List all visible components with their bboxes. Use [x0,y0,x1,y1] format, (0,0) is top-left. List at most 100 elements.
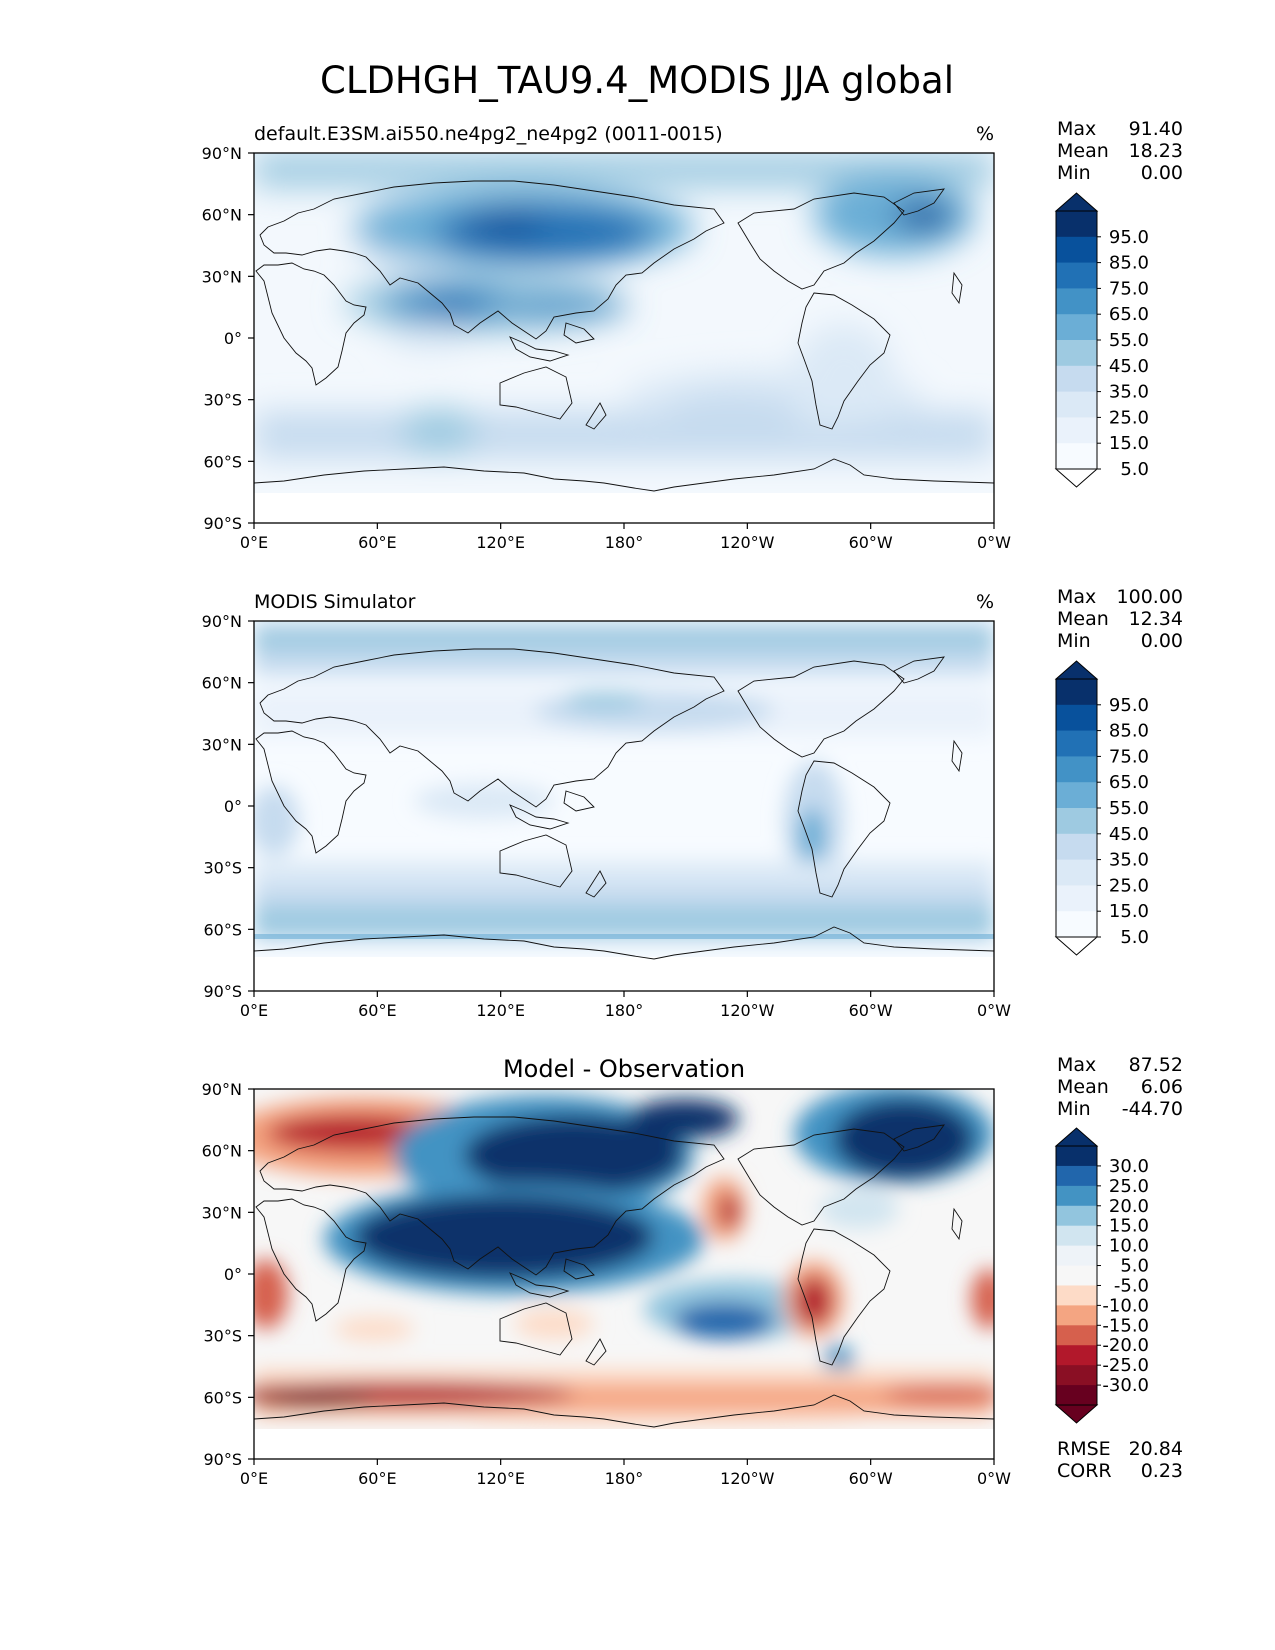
colorbar-swatch [1056,885,1097,912]
colorbar-tick-label: -30.0 [1102,1375,1149,1396]
lat-tick-label: 0° [224,329,242,348]
lat-tick-label: 30°S [203,391,242,410]
colorbar-extend-max [1054,192,1099,212]
axis-ticks: 0°E 60°E 120°E 180° 120°W 60°W 0°W 90°N 60°N 30°N… [202,612,1012,1020]
colorbar-swatch [1056,236,1097,264]
stat-value-min: 0.00 [1141,630,1183,652]
stat-value-mean: 6.06 [1141,1076,1183,1098]
stat-label-corr: CORR [1057,1460,1112,1482]
lat-tick-label: 90°S [203,514,242,533]
colorbar-difference: 30.025.020.015.010.05.0-5.0-10.0-15.0-20… [1054,1127,1149,1424]
colorbar-swatch [1056,262,1097,289]
colorbar-tick-label: 30.0 [1109,1156,1149,1177]
observation-map [254,621,994,991]
lat-tick-label: 30°N [202,735,242,754]
lat-tick-label: 60°S [203,452,242,471]
colorbar-tick-label: 85.0 [1109,721,1149,742]
lat-tick-label: 30°N [202,1203,242,1222]
stat-label-mean: Mean [1057,1076,1109,1098]
colorbar-tick-label: -15.0 [1102,1315,1149,1336]
colorbar-swatch [1056,288,1097,315]
colorbar-swatch [1056,1345,1097,1366]
figure-title: CLDHGH_TAU9.4_MODIS JJA global [320,59,954,102]
stats-observation: Max 100.00 Mean 12.34 Min 0.00 [1057,586,1183,652]
colorbar-swatch [1056,730,1097,757]
colorbar-tick-label: 10.0 [1109,1236,1149,1257]
colorbar-extend-min [1054,936,1099,956]
colorbar-swatch [1056,1225,1097,1247]
lon-tick-label: 60°E [358,1001,396,1020]
colorbar-tick-label: 15.0 [1109,901,1149,922]
axis-ticks: 0°E 60°E 120°E 180° 120°W 60°W 0°W 90°N 60°N 30°N… [202,1080,1012,1488]
lat-tick-label: 0° [224,797,242,816]
lat-tick-label: 60°N [202,206,242,225]
lon-tick-label: 120°E [476,1001,525,1020]
lon-tick-label: 60°E [358,1469,396,1488]
lat-tick-label: 90°S [203,982,242,1001]
panel-left-title: MODIS Simulator [254,591,416,613]
stats-model: Max 91.40 Mean 18.23 Min 0.00 [1057,118,1183,184]
colorbar-tick-label: 35.0 [1109,850,1149,871]
colorbar-swatch [1056,1305,1097,1326]
stat-label-min: Min [1057,162,1091,184]
colorbar-tick-label: 35.0 [1109,382,1149,403]
colorbar-extend-max [1054,1127,1099,1147]
stat-label-min: Min [1057,1098,1091,1120]
stat-value-min: 0.00 [1141,162,1183,184]
panel-units: % [976,591,994,613]
stat-value-corr: 0.23 [1141,1460,1183,1482]
colorbar-tick-label: 85.0 [1109,253,1149,274]
colorbar-swatch [1056,911,1097,938]
colorbar-swatch [1056,1325,1097,1346]
lon-tick-label: 60°W [849,1001,893,1020]
lat-tick-label: 30°N [202,267,242,286]
colorbar-tick-label: 55.0 [1109,330,1149,351]
lon-tick-label: 0°W [977,533,1011,552]
colorbar-tick-label: 45.0 [1109,824,1149,845]
panel-difference: Model - Observation 0°E 60°E 120°E 180° 120°… [202,1055,1012,1488]
colorbar-tick-label: 20.0 [1109,1196,1149,1217]
lat-tick-label: 30°S [203,859,242,878]
lon-tick-label: 0°E [240,1469,268,1488]
colorbar-tick-label: 95.0 [1109,227,1149,248]
stat-value-max: 100.00 [1117,586,1183,608]
colorbar-extend-min [1054,468,1099,488]
lat-tick-label: 60°S [203,920,242,939]
colorbar-swatch [1056,211,1097,238]
lon-tick-label: 180° [605,1001,644,1020]
panel-center-title: Model - Observation [503,1055,745,1083]
colorbar-extend-min [1054,1404,1099,1424]
panel-model: default.E3SM.ai550.ne4pg2_ne4pg2 (0011-0… [202,123,1012,552]
stat-label-mean: Mean [1057,608,1109,630]
colorbar-model: 95.0 85.0 75.0 65.0 55.0 45.0 35.0 25.0 15.0 5.0 [1054,192,1149,488]
colorbar-tick-label: 25.0 [1109,1176,1149,1197]
lon-tick-label: 0°E [240,533,268,552]
colorbar-swatch [1056,1385,1097,1406]
axis-ticks: 0°E 60°E 120°E 180° 120°W 60°W 0°W 90°N 60°N 30°N… [202,144,1012,552]
lat-tick-label: 0° [224,1265,242,1284]
lat-tick-label: 30°S [203,1327,242,1346]
colorbar-swatch [1056,417,1097,444]
lon-tick-label: 60°W [849,533,893,552]
panel-left-title: default.E3SM.ai550.ne4pg2_ne4pg2 (0011-0… [254,123,723,145]
stat-value-max: 87.52 [1129,1054,1183,1076]
colorbar-tick-label: 55.0 [1109,798,1149,819]
colorbar-swatch [1056,1146,1097,1167]
stat-label-max: Max [1057,586,1096,608]
colorbar-swatch [1056,756,1097,783]
colorbar-swatch [1056,679,1097,706]
colorbar-swatch [1056,314,1097,341]
lon-tick-label: 180° [605,1469,644,1488]
colorbar-swatch [1056,365,1097,393]
lat-tick-label: 60°S [203,1388,242,1407]
lon-tick-label: 120°W [720,533,775,552]
colorbar-tick-label: 5.0 [1120,927,1149,948]
colorbar-tick-label: 45.0 [1109,356,1149,377]
colorbar-swatch [1056,833,1097,861]
lat-tick-label: 90°N [202,144,242,163]
colorbar-tick-label: 95.0 [1109,695,1149,716]
colorbar-swatch [1056,704,1097,732]
panel-observation: MODIS Simulator % 0°E 60°E 120°E 180° 120°W 6… [202,591,1012,1020]
colorbar-swatch [1056,782,1097,809]
lon-tick-label: 0°W [977,1469,1011,1488]
